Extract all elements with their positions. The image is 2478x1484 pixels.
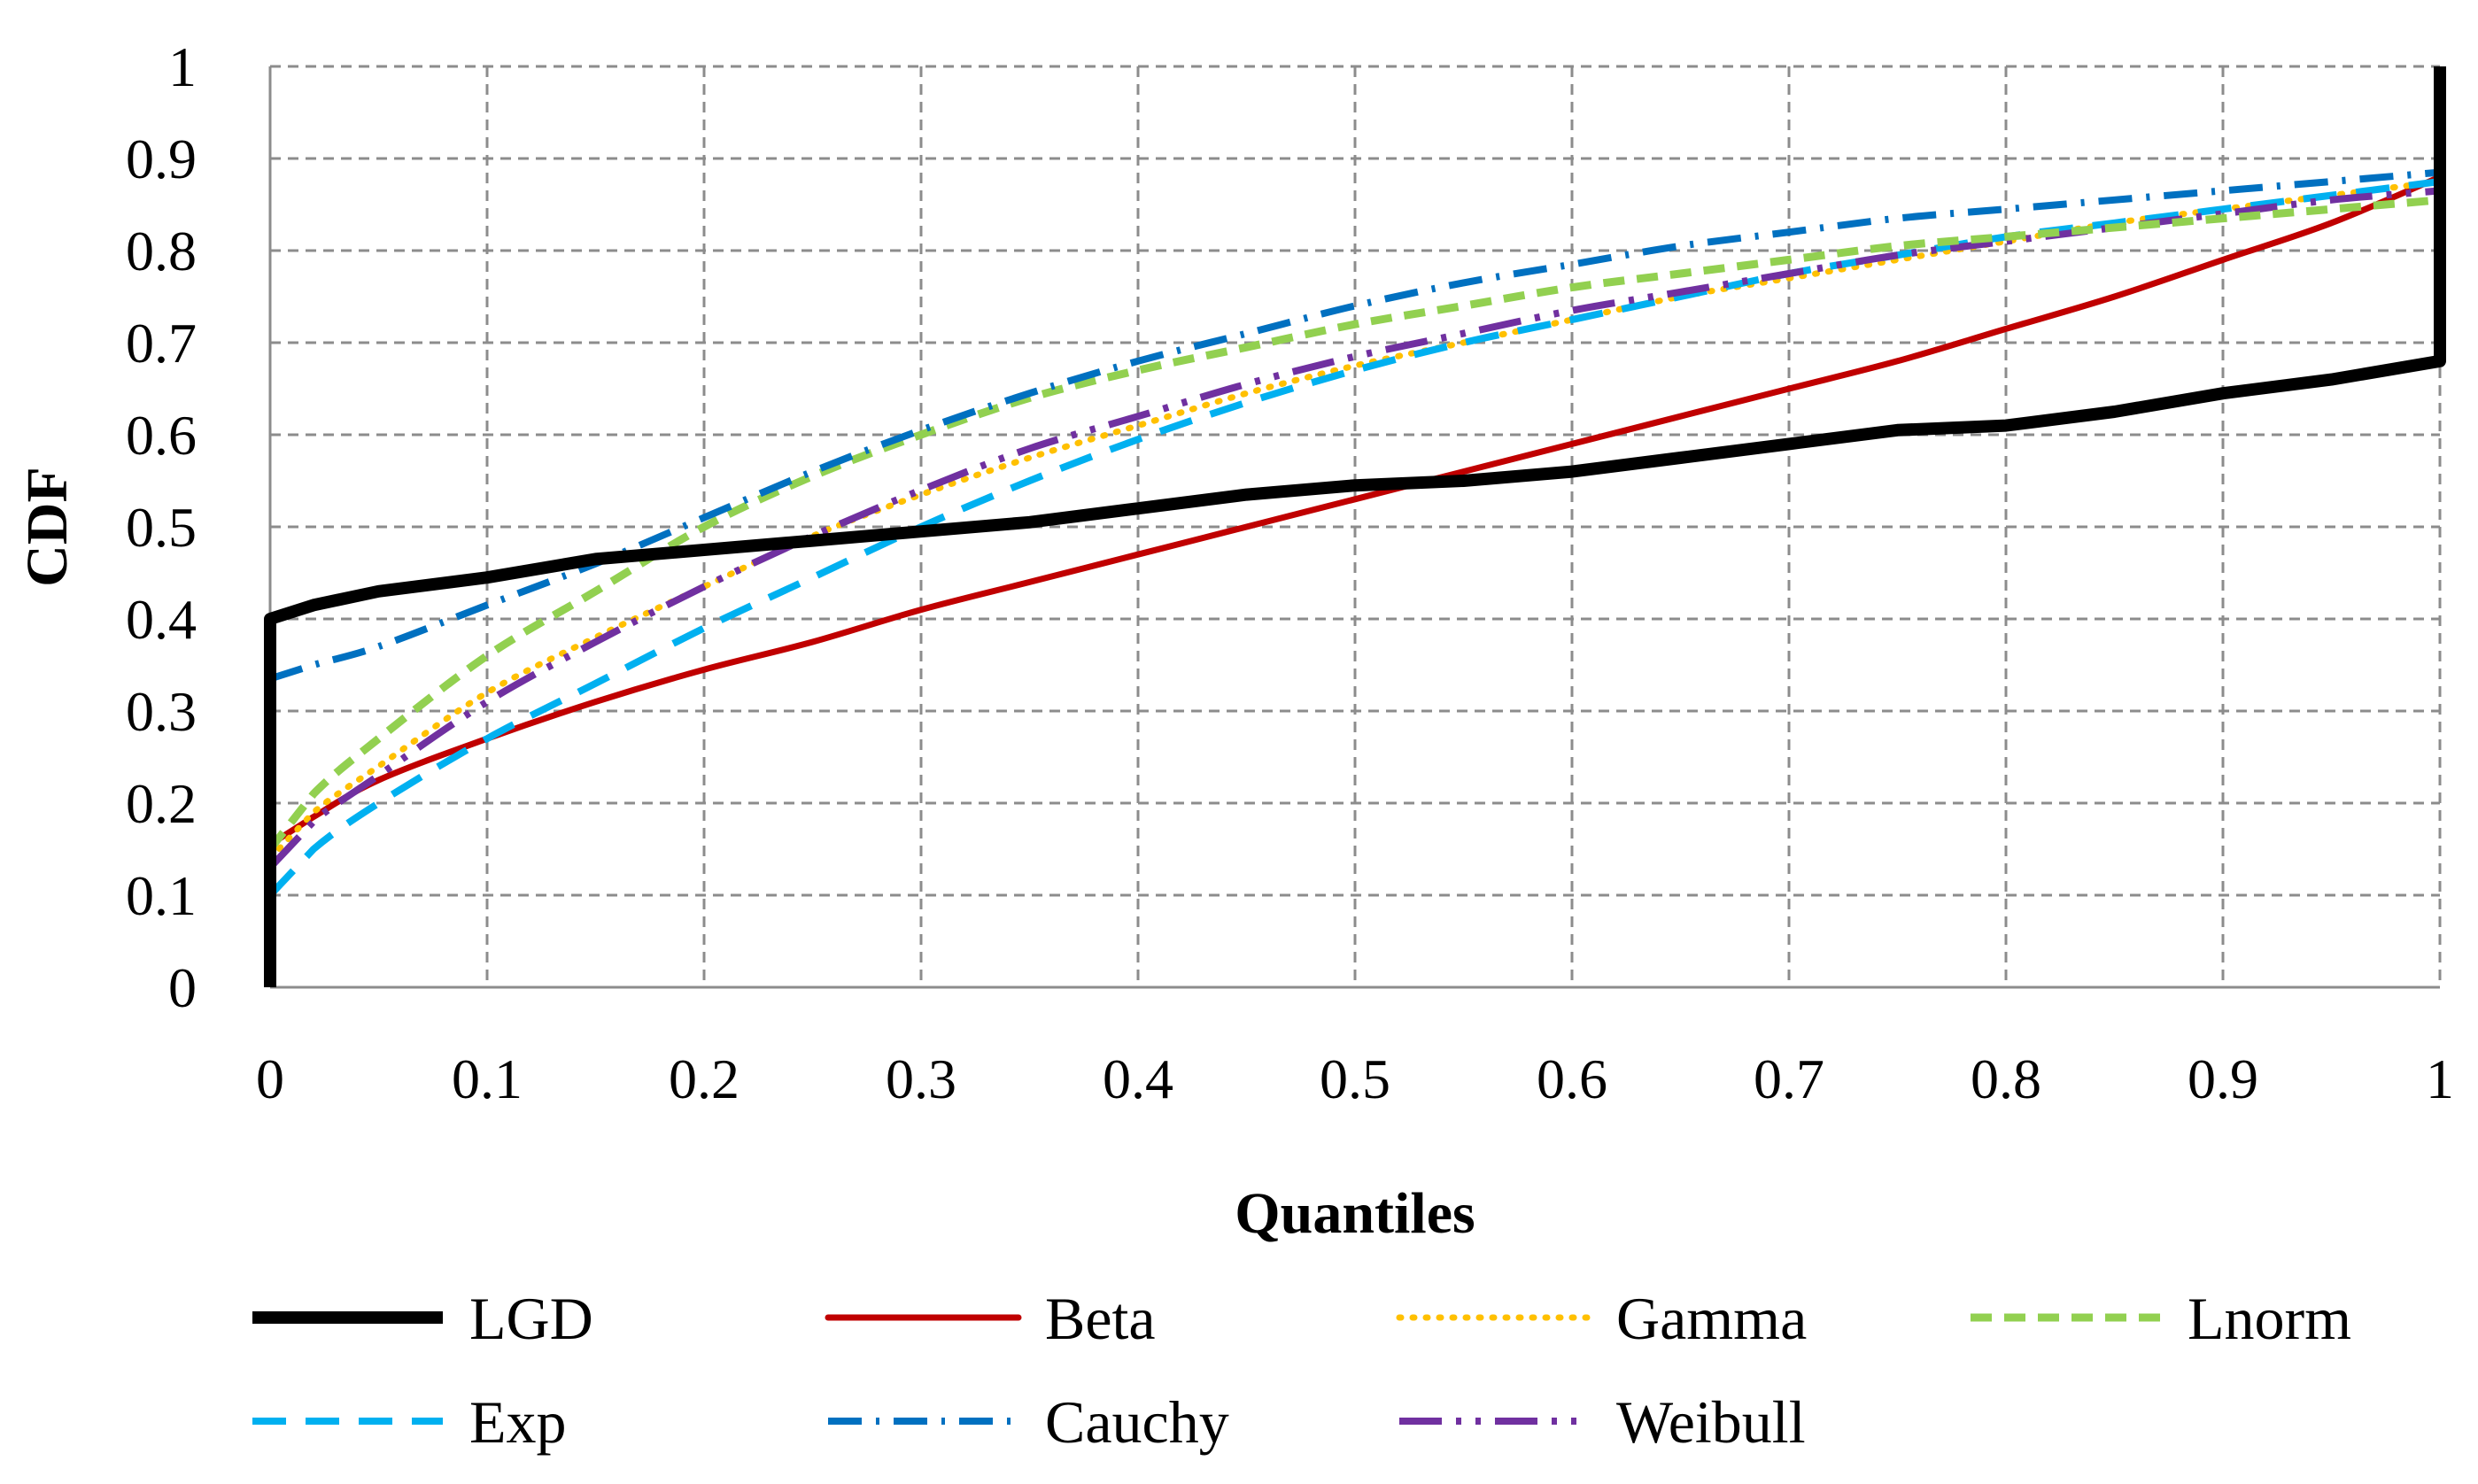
legend-label-beta: Beta — [1045, 1285, 1156, 1352]
y-tick-label: 0.1 — [126, 864, 197, 927]
x-tick-label: 0.1 — [452, 1047, 523, 1110]
x-tick-label: 1 — [2426, 1047, 2454, 1110]
x-tick-label: 0.8 — [1971, 1047, 2041, 1110]
y-tick-label: 0.4 — [126, 588, 197, 651]
legend-label-gamma: Gamma — [1616, 1285, 1807, 1352]
x-tick-label: 0.2 — [669, 1047, 740, 1110]
legend: LGD Beta Gamma Lnorm Exp Cauchy Weibull — [252, 1285, 2351, 1456]
y-tick-label: 0.3 — [126, 680, 197, 743]
legend-label-lgd: LGD — [469, 1285, 593, 1352]
series-line-cauchy — [268, 168, 2441, 683]
grid — [268, 65, 2442, 989]
y-tick-label: 0.8 — [126, 220, 197, 282]
y-tick-label: 0.9 — [126, 128, 197, 190]
series-line-exp — [267, 178, 2441, 898]
series-line-beta — [267, 174, 2443, 848]
legend-label-lnorm: Lnorm — [2188, 1285, 2351, 1352]
series-line-lgd — [264, 66, 2446, 987]
x-axis-title: Quantiles — [1235, 1181, 1475, 1246]
x-tick-label: 0.4 — [1103, 1047, 1173, 1110]
x-tick-label: 0.6 — [1537, 1047, 1607, 1110]
x-tick-label: 0.7 — [1754, 1047, 1824, 1110]
tick-labels: 0 0.1 0.2 0.3 0.4 0.5 0.6 0.7 0.8 0.9 1 0 0.1 0.2 0.3 0… — [126, 35, 2454, 1110]
y-tick-label: 0.2 — [126, 772, 197, 835]
y-tick-label: 1 — [168, 35, 197, 98]
series-line-lnorm — [267, 196, 2441, 852]
series-lines — [264, 66, 2446, 987]
y-tick-label: 0 — [168, 956, 197, 1019]
y-tick-label: 0.6 — [126, 404, 197, 467]
x-tick-label: 0.9 — [2188, 1047, 2258, 1110]
y-axis-title: CDF — [15, 467, 80, 587]
legend-label-cauchy: Cauchy — [1045, 1388, 1229, 1456]
x-tick-label: 0.5 — [1320, 1047, 1390, 1110]
y-tick-label: 0.5 — [126, 496, 197, 559]
x-tick-label: 0.3 — [886, 1047, 956, 1110]
y-tick-label: 0.7 — [126, 312, 197, 375]
legend-label-weibull: Weibull — [1616, 1388, 1806, 1456]
legend-label-exp: Exp — [469, 1388, 567, 1456]
x-tick-label: 0 — [256, 1047, 284, 1110]
